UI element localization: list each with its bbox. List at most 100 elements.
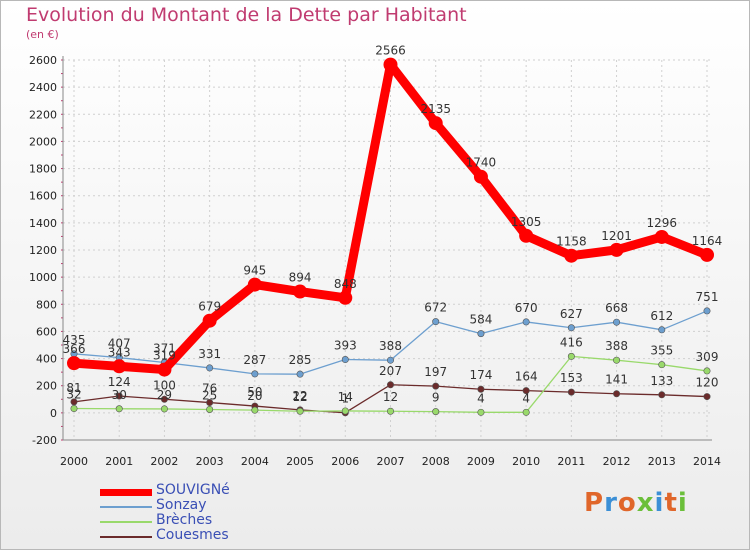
data-point-Sonzay — [432, 318, 440, 326]
y-minor-tick — [61, 317, 63, 319]
x-tick-label: 2006 — [331, 455, 359, 468]
y-tick-label: 1400 — [29, 217, 57, 230]
data-label: 894 — [289, 271, 312, 285]
data-label: 32 — [66, 388, 81, 402]
data-point-SOUVIGNe — [519, 228, 534, 243]
data-point-SOUVIGNe — [338, 290, 353, 305]
y-minor-tick — [61, 127, 63, 129]
logo-letter: i — [677, 488, 688, 518]
y-minor-tick — [61, 290, 63, 292]
data-label: 848 — [334, 277, 357, 291]
y-minor-tick — [61, 358, 63, 360]
x-tick-label: 2010 — [512, 455, 540, 468]
y-minor-tick — [61, 73, 63, 75]
data-point-SOUVIGNe — [202, 313, 217, 328]
data-point-Breches — [341, 407, 349, 415]
y-minor-tick — [61, 263, 63, 265]
data-point-SOUVIGNe — [428, 116, 443, 131]
data-label: 371 — [153, 342, 176, 356]
y-tick-label: -200 — [32, 434, 57, 447]
data-point-Breches — [613, 356, 621, 364]
data-label: 81 — [66, 381, 81, 395]
data-label: 1158 — [556, 235, 587, 249]
data-label: 388 — [605, 339, 628, 353]
x-tick-label: 2003 — [196, 455, 224, 468]
data-point-Breches — [522, 408, 530, 416]
y-minor-tick — [61, 303, 63, 305]
data-label: 407 — [108, 337, 131, 351]
y-minor-tick — [61, 154, 63, 156]
data-point-Breches — [567, 352, 575, 360]
data-label: 197 — [424, 365, 447, 379]
data-label: 22 — [292, 389, 307, 403]
data-label: 133 — [650, 374, 673, 388]
data-label: 124 — [108, 375, 131, 389]
y-minor-tick — [61, 181, 63, 183]
data-label: 12 — [383, 390, 398, 404]
unit-label: (en €) — [26, 28, 59, 41]
data-point-Sonzay — [251, 370, 259, 378]
y-minor-tick — [61, 235, 63, 237]
y-tick-label: 600 — [36, 325, 57, 338]
data-label: 1 — [341, 392, 349, 406]
data-label: 1164 — [692, 234, 723, 248]
data-point-Sonzay — [522, 318, 530, 326]
data-point-SOUVIGNe — [67, 356, 81, 371]
data-point-Sonzay — [477, 330, 485, 338]
data-point-Sonzay — [386, 356, 394, 364]
data-label: 29 — [157, 388, 172, 402]
data-point-Couesmes — [432, 382, 440, 390]
data-point-Couesmes — [160, 395, 168, 403]
x-tick-label: 2011 — [557, 455, 585, 468]
data-point-Breches — [477, 408, 485, 416]
y-minor-tick — [61, 439, 63, 441]
logo-letter: i — [654, 488, 665, 518]
y-minor-tick — [61, 276, 63, 278]
logo-letter: x — [636, 488, 655, 518]
data-point-Sonzay — [296, 370, 304, 378]
x-tick-label: 2007 — [377, 455, 405, 468]
y-minor-tick — [61, 249, 63, 251]
y-minor-tick — [61, 195, 63, 197]
data-point-SOUVIGNe — [609, 242, 624, 257]
logo-letter: P — [584, 488, 605, 518]
data-point-Breches — [386, 407, 394, 415]
legend-swatch — [100, 521, 152, 523]
data-point-Sonzay — [658, 326, 666, 334]
data-point-SOUVIGNe — [473, 169, 488, 184]
data-label: 285 — [289, 353, 312, 367]
data-label: 4 — [477, 391, 485, 405]
data-point-Breches — [206, 405, 214, 413]
data-point-Breches — [251, 406, 259, 414]
x-tick-label: 2013 — [648, 455, 676, 468]
x-tick-label: 2000 — [60, 455, 88, 468]
x-tick-label: 2012 — [603, 455, 631, 468]
data-label: 1201 — [601, 229, 632, 243]
data-point-Couesmes — [206, 399, 214, 407]
y-minor-tick — [61, 113, 63, 115]
y-tick-label: 1000 — [29, 271, 57, 284]
data-label: 670 — [515, 301, 538, 315]
y-tick-label: 200 — [36, 380, 57, 393]
data-label: 207 — [379, 364, 402, 378]
data-point-Couesmes — [115, 392, 123, 400]
legend-swatch — [100, 489, 152, 496]
x-tick-label: 2001 — [105, 455, 133, 468]
legend-label: Sonzay — [156, 497, 207, 513]
data-point-Breches — [658, 361, 666, 369]
data-label: 945 — [243, 264, 266, 278]
data-point-Sonzay — [206, 364, 214, 372]
data-point-SOUVIGNe — [383, 57, 398, 72]
data-point-SOUVIGNe — [564, 248, 579, 263]
y-minor-tick — [61, 100, 63, 102]
data-point-Couesmes — [613, 390, 621, 398]
data-label: 9 — [432, 391, 440, 405]
data-label: 319 — [153, 349, 176, 363]
y-minor-tick — [61, 59, 63, 61]
data-label: 355 — [650, 344, 673, 358]
y-minor-tick — [61, 344, 63, 346]
data-point-Breches — [70, 405, 78, 413]
data-label: 584 — [469, 313, 492, 327]
